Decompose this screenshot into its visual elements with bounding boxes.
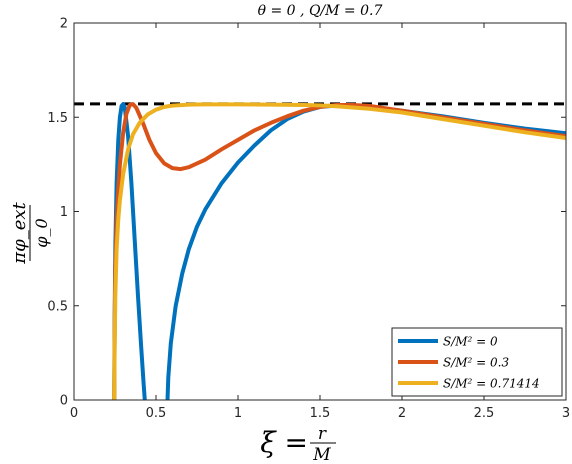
x-tick-label: 1 xyxy=(234,406,242,421)
chart-title: θ = 0 , Q/M = 0.7 xyxy=(258,3,383,19)
x-tick-label: 3 xyxy=(562,406,570,421)
y-tick-label: 1 xyxy=(60,205,68,220)
legend-entry: S/M² = 0.3 xyxy=(398,356,509,370)
y-tick-label: 0.5 xyxy=(47,299,68,314)
y-axis-label-denominator: φ_0 xyxy=(32,218,51,247)
y-axis-label: πφ_ext φ_0 xyxy=(9,202,51,265)
series-2-line-segment-0 xyxy=(112,102,566,400)
x-tick-label: 1.5 xyxy=(310,406,331,421)
y-tick: 1.5 xyxy=(47,111,566,126)
legend-label: S/M² = 0 xyxy=(443,335,498,349)
x-axis-label-numerator: r xyxy=(318,424,327,444)
y-tick: 1 xyxy=(60,205,566,220)
legend-entry: S/M² = 0.71414 xyxy=(398,377,540,391)
x-tick-label: 2.5 xyxy=(474,406,495,421)
x-tick: 1.5 xyxy=(310,23,331,421)
x-axis-label-denominator: M xyxy=(312,445,331,464)
y-tick-label: 1.5 xyxy=(47,111,68,126)
legend-label: S/M² = 0.3 xyxy=(443,356,509,370)
plot-area xyxy=(74,102,566,400)
y-axis-label-numerator: πφ_ext xyxy=(9,202,30,265)
x-axis-label: ξ = r M xyxy=(260,424,336,464)
x-tick-label: 2 xyxy=(398,406,406,421)
y-tick-label: 2 xyxy=(60,17,68,32)
legend: S/M² = 0 S/M² = 0.3 S/M² = 0.71414 xyxy=(391,327,563,397)
axis-ticks: 0 0.5 1 1.5 2 2.5 3 0 0.5 1 1.5 2 xyxy=(47,17,570,422)
axes-box xyxy=(73,22,567,401)
x-tick-label: 0 xyxy=(70,406,78,421)
y-tick-label: 0 xyxy=(60,394,68,409)
y-tick: 0.5 xyxy=(47,299,566,314)
x-tick: 0.5 xyxy=(146,23,167,421)
x-tick-label: 0.5 xyxy=(146,406,167,421)
legend-entry: S/M² = 0 xyxy=(398,335,498,349)
x-axis-label-lhs: ξ = xyxy=(260,426,308,459)
x-tick: 1 xyxy=(234,23,242,421)
legend-label: S/M² = 0.71414 xyxy=(443,377,540,391)
series-1-line-segment-0 xyxy=(112,102,566,400)
